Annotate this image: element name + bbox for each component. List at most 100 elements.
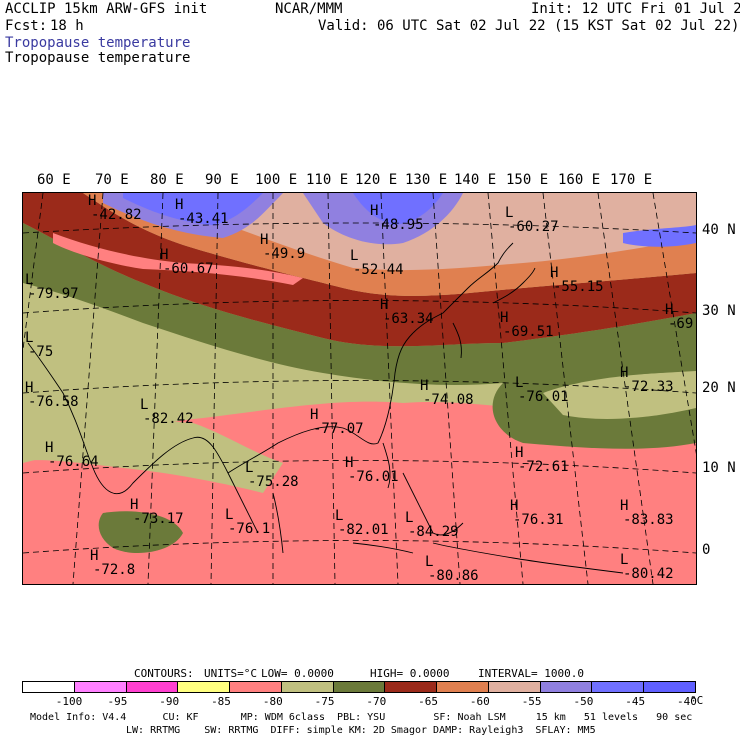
center-value: -49.9: [263, 246, 306, 262]
center-value: -52.44: [353, 262, 404, 278]
center-mark: H: [620, 365, 629, 381]
colorbar-tick: -60: [469, 695, 490, 708]
init-time: Init: 12 UTC Fri 01 Jul 22: [531, 1, 740, 17]
center-value: -72.8: [93, 562, 136, 578]
colorbar-swatch: [487, 681, 541, 693]
lon-label: 120 E: [355, 172, 398, 188]
center-mark: H: [380, 297, 389, 313]
lon-label: 160 E: [558, 172, 601, 188]
center-value: -69: [668, 316, 694, 332]
center-value: -72.61: [518, 459, 569, 475]
colorbar-tick: -70: [366, 695, 387, 708]
center-value: -55.15: [553, 279, 604, 295]
center-mark: L: [225, 507, 234, 523]
colorbar-tick: -90: [159, 695, 180, 708]
coastlines: [27, 242, 624, 574]
fill-band-45b: [353, 193, 443, 225]
center-mark: L: [140, 397, 149, 413]
colorbar-tick: -50: [573, 695, 594, 708]
valid-time: Valid: 06 UTC Sat 02 Jul 22 (15 KST Sat …: [318, 18, 740, 34]
lon-label: 90 E: [205, 172, 239, 188]
colorbar-tick: -100: [55, 695, 83, 708]
map-panel: [22, 192, 697, 585]
center-mark: L: [620, 552, 629, 568]
colorbar-tick: -95: [107, 695, 128, 708]
lat-label: 30 N: [702, 303, 736, 319]
colorbar: [22, 681, 696, 693]
lon-label: 110 E: [306, 172, 349, 188]
center-mark: H: [160, 247, 169, 263]
center-value: -82.42: [143, 411, 194, 427]
contours-interval: INTERVAL= 1000.0: [478, 667, 584, 680]
center-value: -48.95: [373, 217, 424, 233]
colorbar-swatch: [384, 681, 438, 693]
center-mark: H: [310, 407, 319, 423]
fcst-value: 18 h: [50, 18, 84, 34]
fill-pink-streak: [53, 233, 303, 285]
center-value: -84.29: [408, 524, 459, 540]
center-value: -76.01: [518, 389, 569, 405]
center-mark: H: [45, 440, 54, 456]
colorbar-swatch: [125, 681, 179, 693]
center-mark: H: [500, 310, 509, 326]
colorbar-tick: -45: [625, 695, 646, 708]
footer-model-info: Model Info: V4.4 CU: KF MP: WDM 6class P…: [30, 712, 693, 723]
center-value: -72.33: [623, 379, 674, 395]
org-label: NCAR/MMM: [275, 1, 343, 17]
center-mark: L: [515, 375, 524, 391]
center-value: -75.28: [248, 474, 299, 490]
center-value: -74.08: [423, 392, 474, 408]
center-mark: H: [345, 455, 354, 471]
fcst-label: Fcst:: [5, 18, 48, 34]
colorbar-tick: -85: [211, 695, 231, 708]
center-value: -42.82: [91, 207, 142, 223]
center-mark: H: [90, 548, 99, 564]
colorbar-tick: -65: [418, 695, 439, 708]
fill-band-45c: [623, 225, 696, 247]
center-mark: H: [260, 232, 269, 248]
center-mark: L: [425, 554, 434, 570]
center-value: -76.01: [348, 469, 399, 485]
center-mark: H: [420, 378, 429, 394]
contours-units: UNITS=°C: [204, 667, 257, 680]
fill-band-65: [23, 193, 696, 347]
lat-label: 0: [702, 542, 711, 558]
contours-label: CONTOURS:: [134, 667, 194, 680]
lon-label: 70 E: [95, 172, 129, 188]
graticule: [23, 193, 696, 584]
center-value: -60.27: [508, 219, 559, 235]
colorbar-swatch: [539, 681, 593, 693]
colorbar-swatch: [643, 681, 696, 693]
center-value: -83.83: [623, 512, 674, 528]
contours-high: HIGH= 0.0000: [370, 667, 450, 680]
center-mark: H: [88, 193, 97, 209]
center-value: -75: [28, 344, 54, 360]
center-value: -82.01: [338, 522, 389, 538]
center-mark: L: [505, 205, 514, 221]
center-mark: H: [130, 497, 139, 513]
center-mark: L: [25, 330, 34, 346]
colorbar-swatch: [280, 681, 334, 693]
colorbar-swatch: [332, 681, 386, 693]
colorbar-swatch: [73, 681, 127, 693]
center-value: -76.31: [513, 512, 564, 528]
colorbar-tick: -55: [521, 695, 542, 708]
center-mark: H: [175, 197, 184, 213]
center-value: -76.58: [28, 394, 79, 410]
center-value: -60.67: [163, 261, 214, 277]
lon-label: 80 E: [150, 172, 184, 188]
colorbar-tick: -80: [262, 695, 283, 708]
colorbar-swatch: [591, 681, 645, 693]
center-mark: H: [25, 380, 34, 396]
center-mark: H: [665, 302, 674, 318]
center-mark: L: [25, 272, 34, 288]
colorbar-unit: °C: [690, 694, 704, 707]
center-value: -79.97: [28, 286, 79, 302]
lat-label: 20 N: [702, 380, 736, 396]
center-mark: H: [620, 498, 629, 514]
colorbar-swatch: [177, 681, 231, 693]
center-value: -76.1: [228, 521, 271, 537]
center-value: -80.86: [428, 568, 479, 584]
center-value: -77.07: [313, 421, 364, 437]
lon-label: 140 E: [454, 172, 497, 188]
